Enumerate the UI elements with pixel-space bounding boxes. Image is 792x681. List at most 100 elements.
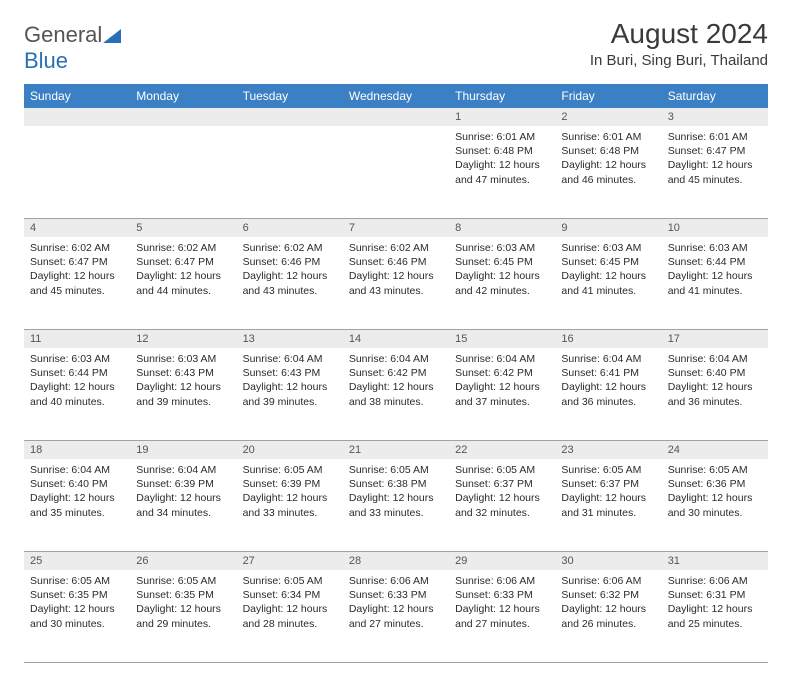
day-cell: Sunrise: 6:04 AMSunset: 6:41 PMDaylight:… <box>555 348 661 441</box>
day-number-row: 18192021222324 <box>24 441 768 460</box>
day-cell: Sunrise: 6:06 AMSunset: 6:33 PMDaylight:… <box>343 570 449 663</box>
day-cell: Sunrise: 6:06 AMSunset: 6:33 PMDaylight:… <box>449 570 555 663</box>
day-header: Friday <box>555 84 661 108</box>
day-cell: Sunrise: 6:05 AMSunset: 6:35 PMDaylight:… <box>130 570 236 663</box>
day-cell-content: Sunrise: 6:05 AMSunset: 6:35 PMDaylight:… <box>130 570 236 637</box>
day-number-cell <box>24 108 130 126</box>
day-cell: Sunrise: 6:02 AMSunset: 6:46 PMDaylight:… <box>343 237 449 330</box>
day-number-cell: 19 <box>130 441 236 460</box>
day-number-cell: 10 <box>662 219 768 238</box>
day-header: Thursday <box>449 84 555 108</box>
day-cell-content: Sunrise: 6:05 AMSunset: 6:39 PMDaylight:… <box>237 459 343 526</box>
day-cell: Sunrise: 6:02 AMSunset: 6:47 PMDaylight:… <box>130 237 236 330</box>
day-cell-content: Sunrise: 6:06 AMSunset: 6:33 PMDaylight:… <box>449 570 555 637</box>
day-cell: Sunrise: 6:04 AMSunset: 6:43 PMDaylight:… <box>237 348 343 441</box>
day-number-cell <box>130 108 236 126</box>
day-cell-content: Sunrise: 6:06 AMSunset: 6:31 PMDaylight:… <box>662 570 768 637</box>
calendar-table: SundayMondayTuesdayWednesdayThursdayFrid… <box>24 84 768 663</box>
day-cell-content: Sunrise: 6:01 AMSunset: 6:47 PMDaylight:… <box>662 126 768 193</box>
day-cell-content: Sunrise: 6:01 AMSunset: 6:48 PMDaylight:… <box>555 126 661 193</box>
day-cell: Sunrise: 6:02 AMSunset: 6:46 PMDaylight:… <box>237 237 343 330</box>
day-number-cell: 28 <box>343 552 449 571</box>
day-cell: Sunrise: 6:04 AMSunset: 6:42 PMDaylight:… <box>343 348 449 441</box>
day-number-cell: 11 <box>24 330 130 349</box>
day-cell-content: Sunrise: 6:04 AMSunset: 6:41 PMDaylight:… <box>555 348 661 415</box>
day-header: Tuesday <box>237 84 343 108</box>
day-header: Sunday <box>24 84 130 108</box>
day-number-cell <box>343 108 449 126</box>
day-cell-content: Sunrise: 6:05 AMSunset: 6:36 PMDaylight:… <box>662 459 768 526</box>
day-cell-content: Sunrise: 6:05 AMSunset: 6:37 PMDaylight:… <box>449 459 555 526</box>
day-cell-content: Sunrise: 6:05 AMSunset: 6:37 PMDaylight:… <box>555 459 661 526</box>
day-number-cell: 14 <box>343 330 449 349</box>
week-content-row: Sunrise: 6:02 AMSunset: 6:47 PMDaylight:… <box>24 237 768 330</box>
day-cell: Sunrise: 6:04 AMSunset: 6:42 PMDaylight:… <box>449 348 555 441</box>
page-title: August 2024 <box>590 18 768 50</box>
brand-text: GeneralBlue <box>24 22 122 74</box>
day-number-cell: 24 <box>662 441 768 460</box>
day-header: Saturday <box>662 84 768 108</box>
day-number-cell: 30 <box>555 552 661 571</box>
day-header-row: SundayMondayTuesdayWednesdayThursdayFrid… <box>24 84 768 108</box>
day-cell: Sunrise: 6:03 AMSunset: 6:45 PMDaylight:… <box>555 237 661 330</box>
day-cell-content: Sunrise: 6:02 AMSunset: 6:47 PMDaylight:… <box>130 237 236 304</box>
day-number-cell: 9 <box>555 219 661 238</box>
day-cell-content: Sunrise: 6:04 AMSunset: 6:40 PMDaylight:… <box>662 348 768 415</box>
day-number-cell: 15 <box>449 330 555 349</box>
day-cell: Sunrise: 6:04 AMSunset: 6:40 PMDaylight:… <box>24 459 130 552</box>
day-cell: Sunrise: 6:04 AMSunset: 6:39 PMDaylight:… <box>130 459 236 552</box>
day-cell-content: Sunrise: 6:04 AMSunset: 6:43 PMDaylight:… <box>237 348 343 415</box>
day-cell-content: Sunrise: 6:03 AMSunset: 6:45 PMDaylight:… <box>449 237 555 304</box>
day-cell: Sunrise: 6:06 AMSunset: 6:31 PMDaylight:… <box>662 570 768 663</box>
day-cell-content: Sunrise: 6:03 AMSunset: 6:44 PMDaylight:… <box>662 237 768 304</box>
day-cell <box>130 126 236 219</box>
day-cell: Sunrise: 6:01 AMSunset: 6:48 PMDaylight:… <box>449 126 555 219</box>
day-header: Wednesday <box>343 84 449 108</box>
day-cell: Sunrise: 6:03 AMSunset: 6:43 PMDaylight:… <box>130 348 236 441</box>
day-cell: Sunrise: 6:06 AMSunset: 6:32 PMDaylight:… <box>555 570 661 663</box>
day-cell-content: Sunrise: 6:02 AMSunset: 6:47 PMDaylight:… <box>24 237 130 304</box>
day-cell-content: Sunrise: 6:04 AMSunset: 6:40 PMDaylight:… <box>24 459 130 526</box>
day-cell-content: Sunrise: 6:05 AMSunset: 6:35 PMDaylight:… <box>24 570 130 637</box>
day-cell: Sunrise: 6:05 AMSunset: 6:34 PMDaylight:… <box>237 570 343 663</box>
day-cell: Sunrise: 6:02 AMSunset: 6:47 PMDaylight:… <box>24 237 130 330</box>
day-cell: Sunrise: 6:05 AMSunset: 6:38 PMDaylight:… <box>343 459 449 552</box>
day-cell-content: Sunrise: 6:03 AMSunset: 6:45 PMDaylight:… <box>555 237 661 304</box>
day-number-cell: 26 <box>130 552 236 571</box>
day-cell-content: Sunrise: 6:02 AMSunset: 6:46 PMDaylight:… <box>237 237 343 304</box>
day-number-cell: 27 <box>237 552 343 571</box>
day-cell: Sunrise: 6:03 AMSunset: 6:44 PMDaylight:… <box>662 237 768 330</box>
day-cell: Sunrise: 6:03 AMSunset: 6:45 PMDaylight:… <box>449 237 555 330</box>
day-cell-content: Sunrise: 6:04 AMSunset: 6:42 PMDaylight:… <box>343 348 449 415</box>
day-number-cell: 4 <box>24 219 130 238</box>
day-number-cell: 25 <box>24 552 130 571</box>
day-cell: Sunrise: 6:01 AMSunset: 6:47 PMDaylight:… <box>662 126 768 219</box>
day-cell-content: Sunrise: 6:04 AMSunset: 6:39 PMDaylight:… <box>130 459 236 526</box>
day-cell-content: Sunrise: 6:02 AMSunset: 6:46 PMDaylight:… <box>343 237 449 304</box>
day-number-row: 45678910 <box>24 219 768 238</box>
day-number-row: 123 <box>24 108 768 126</box>
day-number-cell: 6 <box>237 219 343 238</box>
day-cell: Sunrise: 6:03 AMSunset: 6:44 PMDaylight:… <box>24 348 130 441</box>
day-cell-content: Sunrise: 6:03 AMSunset: 6:43 PMDaylight:… <box>130 348 236 415</box>
day-number-cell: 13 <box>237 330 343 349</box>
day-number-cell: 17 <box>662 330 768 349</box>
day-cell-content: Sunrise: 6:05 AMSunset: 6:38 PMDaylight:… <box>343 459 449 526</box>
day-cell: Sunrise: 6:05 AMSunset: 6:39 PMDaylight:… <box>237 459 343 552</box>
header: GeneralBlue August 2024 In Buri, Sing Bu… <box>24 18 768 74</box>
day-cell: Sunrise: 6:05 AMSunset: 6:35 PMDaylight:… <box>24 570 130 663</box>
day-cell: Sunrise: 6:05 AMSunset: 6:37 PMDaylight:… <box>555 459 661 552</box>
day-number-cell: 21 <box>343 441 449 460</box>
brand-logo: GeneralBlue <box>24 22 122 74</box>
title-block: August 2024 In Buri, Sing Buri, Thailand <box>590 18 768 69</box>
day-cell-content: Sunrise: 6:06 AMSunset: 6:32 PMDaylight:… <box>555 570 661 637</box>
day-number-cell: 1 <box>449 108 555 126</box>
day-number-cell: 23 <box>555 441 661 460</box>
day-cell-content: Sunrise: 6:04 AMSunset: 6:42 PMDaylight:… <box>449 348 555 415</box>
location-text: In Buri, Sing Buri, Thailand <box>590 52 768 69</box>
calendar-thead: SundayMondayTuesdayWednesdayThursdayFrid… <box>24 84 768 108</box>
day-header: Monday <box>130 84 236 108</box>
day-number-cell: 20 <box>237 441 343 460</box>
day-cell: Sunrise: 6:01 AMSunset: 6:48 PMDaylight:… <box>555 126 661 219</box>
week-content-row: Sunrise: 6:05 AMSunset: 6:35 PMDaylight:… <box>24 570 768 663</box>
